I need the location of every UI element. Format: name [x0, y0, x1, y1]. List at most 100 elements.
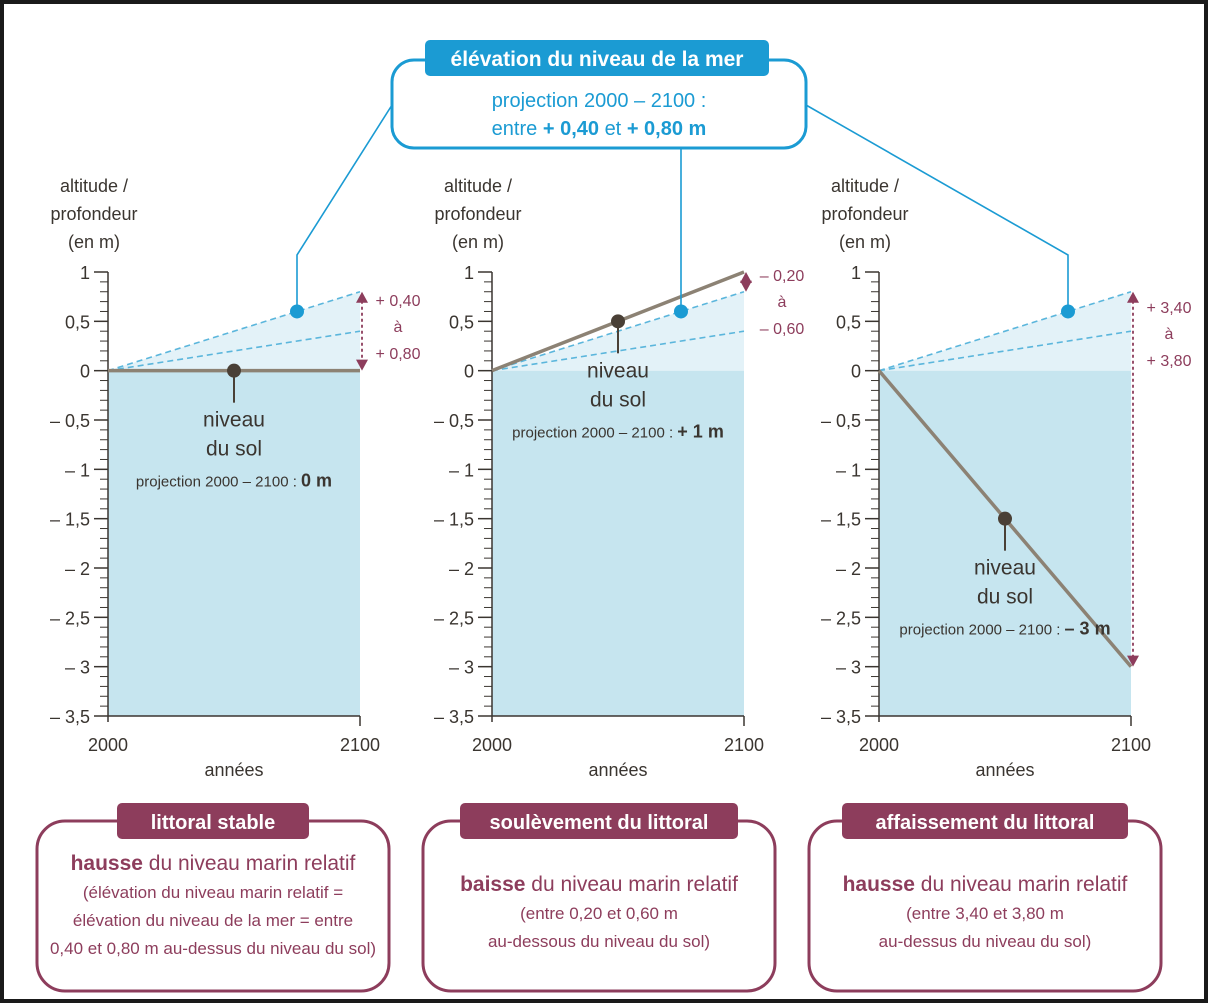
- y-tick-label: – 2,5: [821, 608, 861, 628]
- y-tick-label: – 1: [449, 460, 474, 480]
- y-tick-label: – 0,5: [821, 411, 861, 431]
- x-tick-label: 2000: [472, 735, 512, 755]
- panel-title: littoral stable: [151, 812, 275, 834]
- y-tick-label: – 1: [836, 460, 861, 480]
- x-tick-label: 2000: [859, 735, 899, 755]
- y-tick-label: 0,5: [836, 312, 861, 332]
- sea-projection-high-line: [107, 290, 361, 372]
- y-axis-label-line3: (en m): [839, 232, 891, 252]
- arrow-head-down: [356, 359, 368, 371]
- arrow-head-down: [1127, 655, 1139, 667]
- ground-label-line1: niveau: [587, 359, 649, 382]
- y-axis-label-line3: (en m): [452, 232, 504, 252]
- explanation-heading: hausse du niveau marin relatif: [71, 852, 356, 875]
- panel-3: 1 0,5 0 – 0,5 – 1 – 1,5 – 2 – 2,5 – 3 – 3,5 2000 21…: [805, 104, 1192, 993]
- y-tick-label: – 1,5: [821, 510, 861, 530]
- header-subtitle-line2: entre + 0,40 et + 0,80 m: [492, 118, 707, 140]
- panel-title: soulèvement du littoral: [490, 812, 709, 834]
- x-tick-label: 2000: [88, 735, 128, 755]
- y-axis-label-line1: altitude /: [444, 176, 512, 196]
- y-tick-label: – 3,5: [50, 707, 90, 727]
- sea-level-header: élévation du niveau de la mer projection…: [390, 40, 808, 150]
- annotation-mid: à: [394, 319, 403, 336]
- y-tick-label: – 1,5: [434, 510, 474, 530]
- ground-label-line1: niveau: [203, 409, 265, 432]
- explanation-line: 0,40 et 0,80 m au-dessus du niveau du so…: [50, 939, 376, 958]
- ground-projection-text: projection 2000 – 2100 : + 1 m: [512, 421, 724, 441]
- y-tick-label: 1: [464, 263, 474, 283]
- explanation-line: au-dessus du niveau du sol): [879, 932, 1092, 951]
- sea-point-marker: [674, 304, 688, 319]
- sea-point-marker: [290, 304, 304, 319]
- y-axis-label-line1: altitude /: [831, 176, 899, 196]
- explanation-line: (entre 0,20 et 0,60 m: [520, 904, 678, 923]
- ground-label-line2: du sol: [206, 438, 262, 461]
- panel-2: 1 0,5 0 – 0,5 – 1 – 1,5 – 2 – 2,5 – 3 – 3,5 2000 21…: [421, 148, 805, 993]
- y-tick-label: 1: [851, 263, 861, 283]
- annotation-bottom: + 0,80: [376, 346, 421, 363]
- sea-fill-area: [492, 370, 744, 716]
- y-tick-label: – 3,5: [821, 707, 861, 727]
- annotation-top: – 0,20: [760, 268, 805, 285]
- explanation-line: au-dessous du niveau du sol): [488, 932, 710, 951]
- y-tick-label: 1: [80, 263, 90, 283]
- y-tick-label: – 1: [65, 460, 90, 480]
- annotation-top: + 0,40: [376, 293, 421, 310]
- ground-label-line2: du sol: [977, 586, 1033, 609]
- panels: 1 0,5 0 – 0,5 – 1 – 1,5 – 2 – 2,5 – 3 – 3,5 2000 21…: [35, 104, 1192, 993]
- sea-projection-low-line: [491, 330, 745, 372]
- explanation-heading: hausse du niveau marin relatif: [843, 873, 1128, 896]
- annotation-bottom: – 0,60: [760, 321, 805, 338]
- y-tick-label: – 0,5: [434, 411, 474, 431]
- y-tick-label: – 2: [65, 559, 90, 579]
- arrow-head-down: [740, 280, 752, 292]
- x-tick-label: 2100: [724, 735, 764, 755]
- ground-projection-text: projection 2000 – 2100 : – 3 m: [899, 619, 1110, 639]
- y-tick-label: – 3: [836, 658, 861, 678]
- explanation-heading: baisse du niveau marin relatif: [460, 873, 738, 896]
- y-tick-label: – 0,5: [50, 411, 90, 431]
- ground-label-line2: du sol: [590, 388, 646, 411]
- sea-projection-low-line: [107, 330, 361, 372]
- y-axis-label-line1: altitude /: [60, 176, 128, 196]
- x-tick-label: 2100: [340, 735, 380, 755]
- sea-connector-line: [296, 104, 393, 312]
- annotation-top: + 3,40: [1147, 300, 1192, 317]
- x-axis-label: années: [975, 760, 1034, 780]
- y-tick-label: – 2: [449, 559, 474, 579]
- header-title-pill: [425, 40, 769, 76]
- header-title: élévation du niveau de la mer: [451, 48, 744, 71]
- y-tick-label: – 3: [65, 658, 90, 678]
- panel-1: 1 0,5 0 – 0,5 – 1 – 1,5 – 2 – 2,5 – 3 – 3,5 2000 21…: [35, 104, 421, 993]
- panel-title-pill: [117, 803, 309, 839]
- annotation-bottom: + 3,80: [1147, 353, 1192, 370]
- annotation-mid: à: [778, 294, 787, 311]
- x-axis-label: années: [204, 760, 263, 780]
- y-tick-label: 0,5: [449, 312, 474, 332]
- annotation-mid: à: [1165, 326, 1174, 343]
- ground-point-marker: [227, 363, 241, 378]
- arrow-head-up: [1127, 291, 1139, 303]
- x-axis-label: années: [588, 760, 647, 780]
- y-tick-label: – 1,5: [50, 510, 90, 530]
- sea-projection-high-line: [878, 290, 1132, 372]
- arrow-head-up: [356, 291, 368, 303]
- x-tick-label: 2100: [1111, 735, 1151, 755]
- panel-title-pill: [460, 803, 738, 839]
- panel-title: affaissement du littoral: [876, 812, 1095, 834]
- explanation-line: élévation du niveau de la mer = entre: [73, 911, 353, 930]
- sea-connector-line: [805, 104, 1069, 312]
- ground-label-line1: niveau: [974, 557, 1036, 580]
- explanation-line: (élévation du niveau marin relatif =: [83, 883, 343, 902]
- sea-projection-low-line: [878, 330, 1132, 372]
- arrow-head-up: [740, 272, 752, 283]
- y-tick-label: – 2,5: [434, 608, 474, 628]
- panel-title-pill: [842, 803, 1128, 839]
- y-tick-label: – 3,5: [434, 707, 474, 727]
- y-tick-label: – 2: [836, 559, 861, 579]
- sea-fill-area: [108, 370, 360, 716]
- ground-point-marker: [611, 314, 625, 329]
- ground-point-marker: [998, 511, 1012, 526]
- y-tick-label: 0,5: [65, 312, 90, 332]
